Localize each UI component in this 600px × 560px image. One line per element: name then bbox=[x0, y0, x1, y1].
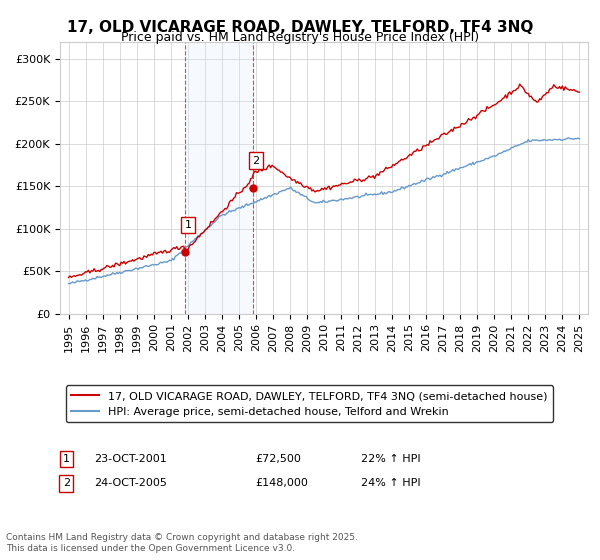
Text: 2: 2 bbox=[63, 478, 70, 488]
Text: Contains HM Land Registry data © Crown copyright and database right 2025.
This d: Contains HM Land Registry data © Crown c… bbox=[6, 533, 358, 553]
Text: £72,500: £72,500 bbox=[256, 454, 301, 464]
Text: 24% ↑ HPI: 24% ↑ HPI bbox=[361, 478, 421, 488]
Text: 23-OCT-2001: 23-OCT-2001 bbox=[94, 454, 167, 464]
Text: 1: 1 bbox=[184, 220, 191, 230]
Text: Price paid vs. HM Land Registry's House Price Index (HPI): Price paid vs. HM Land Registry's House … bbox=[121, 31, 479, 44]
Text: 24-OCT-2005: 24-OCT-2005 bbox=[94, 478, 167, 488]
Text: 1: 1 bbox=[63, 454, 70, 464]
Legend: 17, OLD VICARAGE ROAD, DAWLEY, TELFORD, TF4 3NQ (semi-detached house), HPI: Aver: 17, OLD VICARAGE ROAD, DAWLEY, TELFORD, … bbox=[65, 385, 553, 422]
Text: 17, OLD VICARAGE ROAD, DAWLEY, TELFORD, TF4 3NQ: 17, OLD VICARAGE ROAD, DAWLEY, TELFORD, … bbox=[67, 20, 533, 35]
Text: 22% ↑ HPI: 22% ↑ HPI bbox=[361, 454, 421, 464]
Text: 2: 2 bbox=[253, 156, 260, 166]
Bar bbox=[185, 42, 253, 314]
Text: £148,000: £148,000 bbox=[256, 478, 308, 488]
